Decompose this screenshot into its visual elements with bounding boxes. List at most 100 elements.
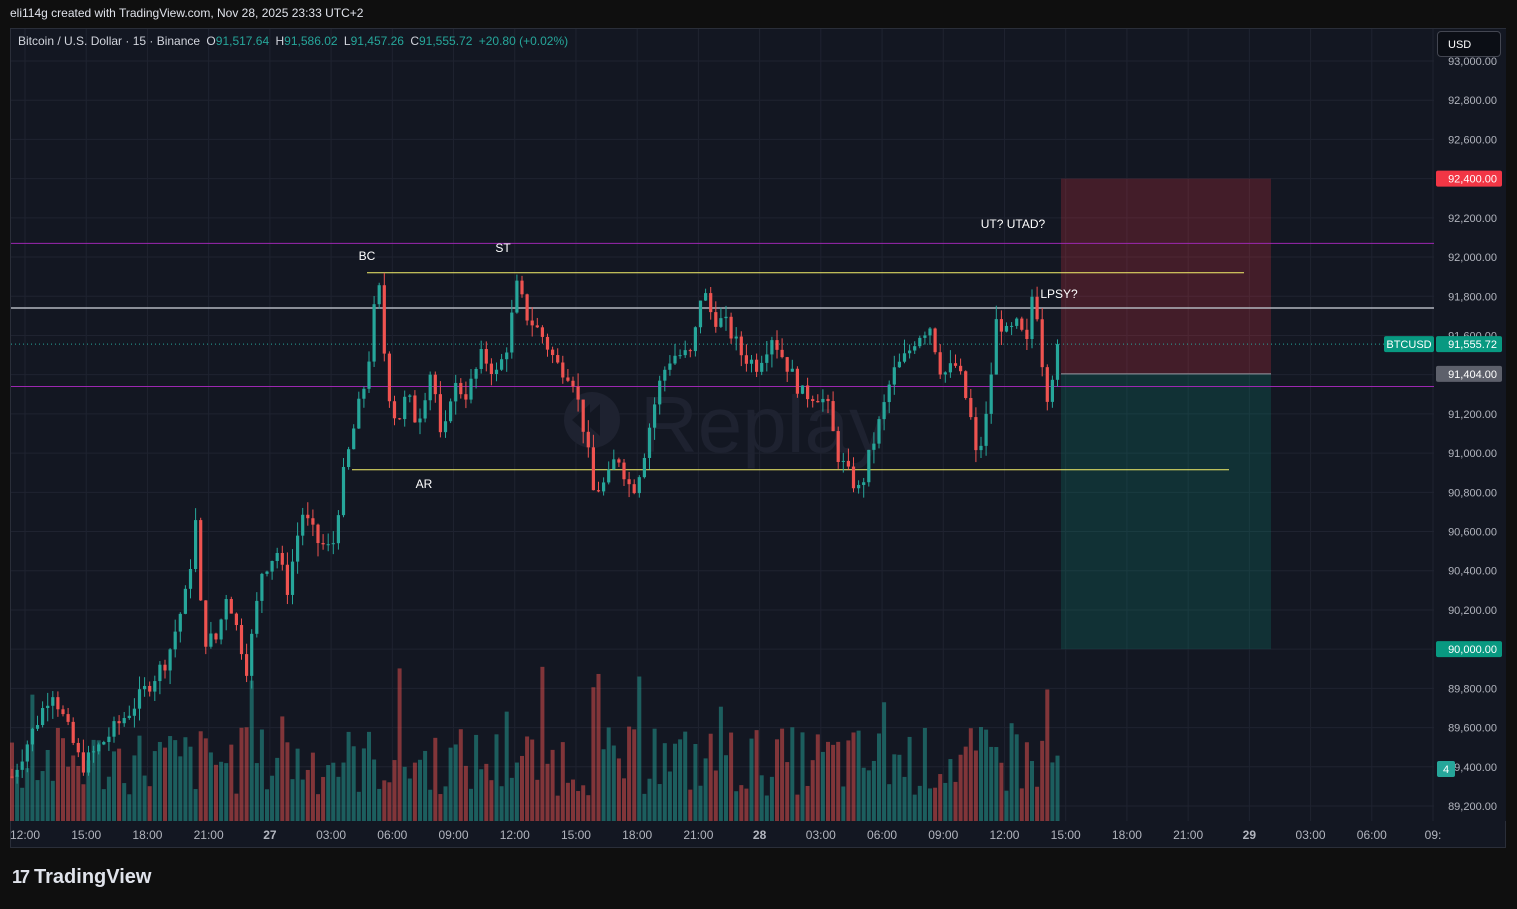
candle-body (857, 484, 861, 489)
candle-body (1004, 325, 1009, 332)
candle-body (245, 654, 249, 676)
volume-bar (504, 711, 509, 821)
candle-body (183, 588, 187, 614)
volume-bar (101, 789, 106, 821)
volume-bar (382, 780, 387, 821)
annotations: BC ST AR UT? UTAD? LPSY? (359, 217, 1078, 491)
y-tick-label: 93,000.00 (1448, 56, 1497, 68)
volume-bar (316, 794, 320, 821)
volume-bar (647, 778, 652, 821)
volume-bar (1050, 762, 1055, 821)
candle-body (831, 401, 835, 432)
stop-zone[interactable] (1061, 178, 1271, 374)
candle-body (867, 449, 871, 483)
volume-bar (203, 738, 208, 821)
volume-bar (106, 776, 111, 821)
candle-body (92, 751, 96, 753)
volume-bar (418, 759, 422, 821)
volume-bar (112, 751, 116, 821)
volume-bar (453, 744, 458, 821)
candle-body (214, 633, 218, 640)
candle-body (658, 380, 662, 405)
candle-body (586, 431, 590, 448)
candle-body (795, 368, 799, 394)
annotation-label: LPSY? (1040, 287, 1078, 301)
volume-bar (433, 737, 438, 821)
volume-bar (168, 736, 173, 821)
volume-bar (866, 770, 871, 821)
candle-body (153, 681, 157, 692)
candle-body (959, 365, 963, 372)
x-tick-label: 12:00 (989, 828, 1019, 842)
volume-bar (800, 732, 805, 821)
candle-body (173, 631, 177, 650)
volume-bar (851, 732, 856, 821)
target-zone[interactable] (1061, 373, 1271, 650)
candle-body (913, 346, 917, 351)
symbol-tag: BTCUSD (1386, 339, 1431, 351)
volume-bar (152, 751, 157, 821)
volume-bar (458, 729, 463, 821)
candle-body (663, 369, 667, 381)
candle-body (336, 515, 340, 544)
volume-bar (499, 786, 504, 821)
candle-body (132, 708, 136, 716)
candle-body (887, 384, 891, 403)
candle-body (627, 479, 631, 485)
volume-bar (55, 727, 60, 821)
candle-body (882, 402, 886, 420)
candle-body (10, 776, 14, 778)
candle-body (765, 354, 769, 363)
candle-body (928, 328, 932, 336)
y-tick-label: 89,200.00 (1448, 801, 1497, 813)
currency-button[interactable]: USD (1437, 31, 1501, 57)
candle-body (989, 374, 993, 414)
tradingview-logo[interactable]: 17 TradingView (12, 866, 151, 889)
candle-body (862, 482, 866, 485)
volume-bar (907, 736, 912, 821)
x-tick-label: 03:00 (316, 828, 346, 842)
candle-body (821, 398, 825, 403)
open-label: O (206, 34, 216, 48)
volume-bar (611, 745, 616, 821)
candle-body (744, 355, 748, 364)
candle-body (612, 459, 616, 470)
candle-body (97, 744, 101, 752)
candle-body (403, 396, 407, 420)
candle-body (35, 725, 40, 729)
x-tick-label: 28 (753, 828, 767, 842)
candle-body (270, 560, 274, 572)
candle-body (851, 466, 856, 489)
volume-bar (198, 731, 203, 821)
volume-bar (193, 789, 198, 821)
candle-body (122, 718, 126, 724)
candle-body (438, 394, 442, 433)
volume-bar (984, 729, 989, 821)
candle-body (163, 664, 167, 671)
target-price-tag: 90,000.00 (1448, 644, 1497, 656)
volume-bar (912, 794, 917, 821)
volume-bar (71, 755, 76, 821)
volume-bar (132, 755, 137, 821)
annotation-label: UT? UTAD? (981, 217, 1046, 231)
candle-body (734, 336, 738, 339)
volume-bar (494, 734, 499, 821)
volume-bar (127, 794, 132, 821)
volume-bar (826, 741, 830, 821)
candle-body (362, 388, 366, 399)
volume-bar (657, 784, 662, 821)
replay-watermark: Replay (640, 380, 889, 469)
symbol-tag-bg (1384, 336, 1434, 353)
candle-body (637, 477, 641, 494)
candle-body (953, 363, 958, 366)
candle-body (102, 742, 106, 745)
volume-bar (718, 706, 723, 821)
x-tick-label: 06:00 (867, 828, 897, 842)
candle-body (1020, 318, 1024, 330)
volume-bar (15, 775, 20, 821)
volume-bar (820, 751, 825, 821)
symbol-legend[interactable]: Bitcoin / U.S. Dollar · 15 · Binance O91… (18, 34, 571, 48)
volume-bar (943, 782, 948, 821)
x-tick-label: 09: (1425, 828, 1442, 842)
